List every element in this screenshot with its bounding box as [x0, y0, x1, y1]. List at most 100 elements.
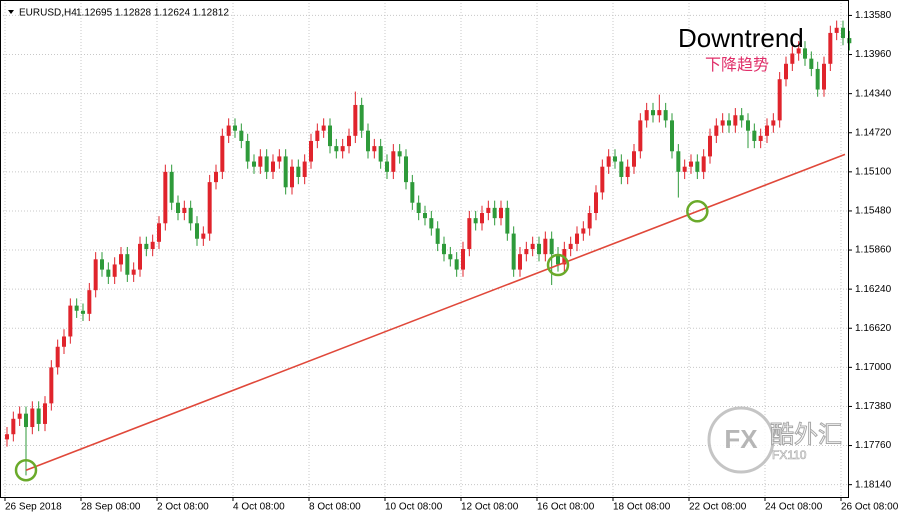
candle-body — [150, 241, 155, 250]
candle-body — [36, 408, 41, 424]
candle-body — [619, 161, 624, 177]
candle-body — [651, 110, 655, 116]
candle-body — [638, 120, 643, 152]
candle-body — [220, 135, 225, 172]
x-tick-label: 2 Oct 08:00 — [157, 502, 209, 513]
y-tick-label: 1.16240 — [855, 284, 892, 295]
candle-body — [264, 156, 269, 172]
candle-body — [720, 120, 725, 126]
candle-body — [359, 104, 364, 131]
candle-body — [410, 182, 415, 203]
candle-body — [416, 202, 421, 213]
candle-body — [841, 27, 845, 39]
candle-body — [119, 254, 123, 265]
candle-body — [435, 228, 440, 244]
candle-body — [43, 403, 47, 424]
candle-body — [448, 254, 453, 260]
x-tick-label: 22 Oct 08:00 — [689, 502, 747, 513]
candle-body — [746, 120, 750, 131]
y-tick-label: 1.17000 — [855, 362, 892, 373]
candle-body — [397, 151, 402, 157]
candle-body — [112, 264, 117, 277]
annotation-cn: 下降趋势 — [705, 56, 769, 74]
candle-body — [537, 243, 541, 255]
candle-body — [138, 243, 142, 270]
candle-body — [144, 243, 149, 250]
watermark-circle — [707, 406, 775, 474]
candle-body — [549, 238, 554, 255]
candle-body — [201, 233, 206, 239]
candle-body — [676, 151, 681, 172]
candle-body — [473, 218, 478, 224]
candle-body — [670, 120, 674, 152]
candle-body — [258, 156, 263, 167]
candles — [5, 20, 852, 476]
candle-body — [245, 140, 250, 162]
candle-body — [600, 166, 605, 193]
candle-body — [442, 243, 446, 255]
candle-body — [62, 336, 66, 347]
candle-body — [385, 161, 389, 172]
candle-body — [733, 115, 738, 126]
candle-body — [644, 110, 649, 121]
candle-body — [87, 290, 92, 314]
candle-body — [581, 228, 586, 234]
candle-body — [321, 125, 326, 131]
candle-body — [727, 120, 731, 126]
candle-body — [207, 182, 212, 234]
candle-body — [271, 161, 275, 172]
candle-body — [784, 63, 788, 80]
menu-arrow — [8, 10, 14, 14]
y-tick-label: 1.17760 — [855, 440, 892, 451]
candle-body — [378, 146, 383, 162]
candle-body — [315, 130, 320, 141]
candle-body — [518, 254, 522, 270]
candle-body — [176, 202, 180, 213]
candle-body — [30, 408, 35, 428]
candle-body — [93, 259, 98, 291]
y-tick-label: 1.14340 — [855, 88, 892, 99]
candle-body — [461, 249, 465, 270]
candle-body — [587, 213, 592, 229]
candle-body — [758, 135, 763, 141]
candle-body — [815, 68, 820, 90]
watermark: FX 酷外汇 FX110 — [707, 406, 843, 474]
y-tick-label: 1.15480 — [855, 206, 892, 217]
candle-body — [803, 48, 807, 59]
watermark-logo: FX — [724, 424, 758, 454]
candle-body — [454, 259, 459, 270]
candle-body — [106, 269, 111, 277]
candle-body — [524, 249, 529, 255]
candle-body — [55, 346, 60, 368]
candle-body — [796, 48, 801, 54]
candle-body — [429, 218, 434, 229]
candle-body — [283, 156, 288, 188]
candle-body — [68, 305, 73, 337]
candle-body — [530, 243, 535, 250]
candle-body — [252, 161, 256, 167]
candle-body — [511, 233, 516, 270]
candle-body — [5, 434, 9, 440]
x-tick-label: 26 Sep 2018 — [5, 502, 62, 513]
trend-line — [25, 153, 846, 471]
candle-body — [809, 58, 814, 69]
candle-body — [302, 161, 307, 177]
candle-body — [682, 166, 687, 172]
candle-body — [372, 146, 377, 152]
x-tick-label: 8 Oct 08:00 — [309, 502, 361, 513]
candle-body — [226, 125, 231, 136]
candle-body — [233, 125, 237, 131]
candle-body — [492, 207, 497, 219]
candle-body — [125, 254, 130, 275]
watermark-name: 酷外汇 — [770, 421, 842, 448]
candle-body — [480, 213, 484, 224]
candle-body — [182, 207, 187, 213]
y-tick-label: 1.16620 — [855, 323, 892, 334]
y-tick-label: 1.18140 — [855, 479, 892, 490]
candle-body — [594, 192, 598, 213]
candle-body — [771, 120, 776, 126]
candle-body — [347, 135, 351, 147]
candle-body — [49, 367, 54, 404]
candle-body — [290, 166, 294, 188]
